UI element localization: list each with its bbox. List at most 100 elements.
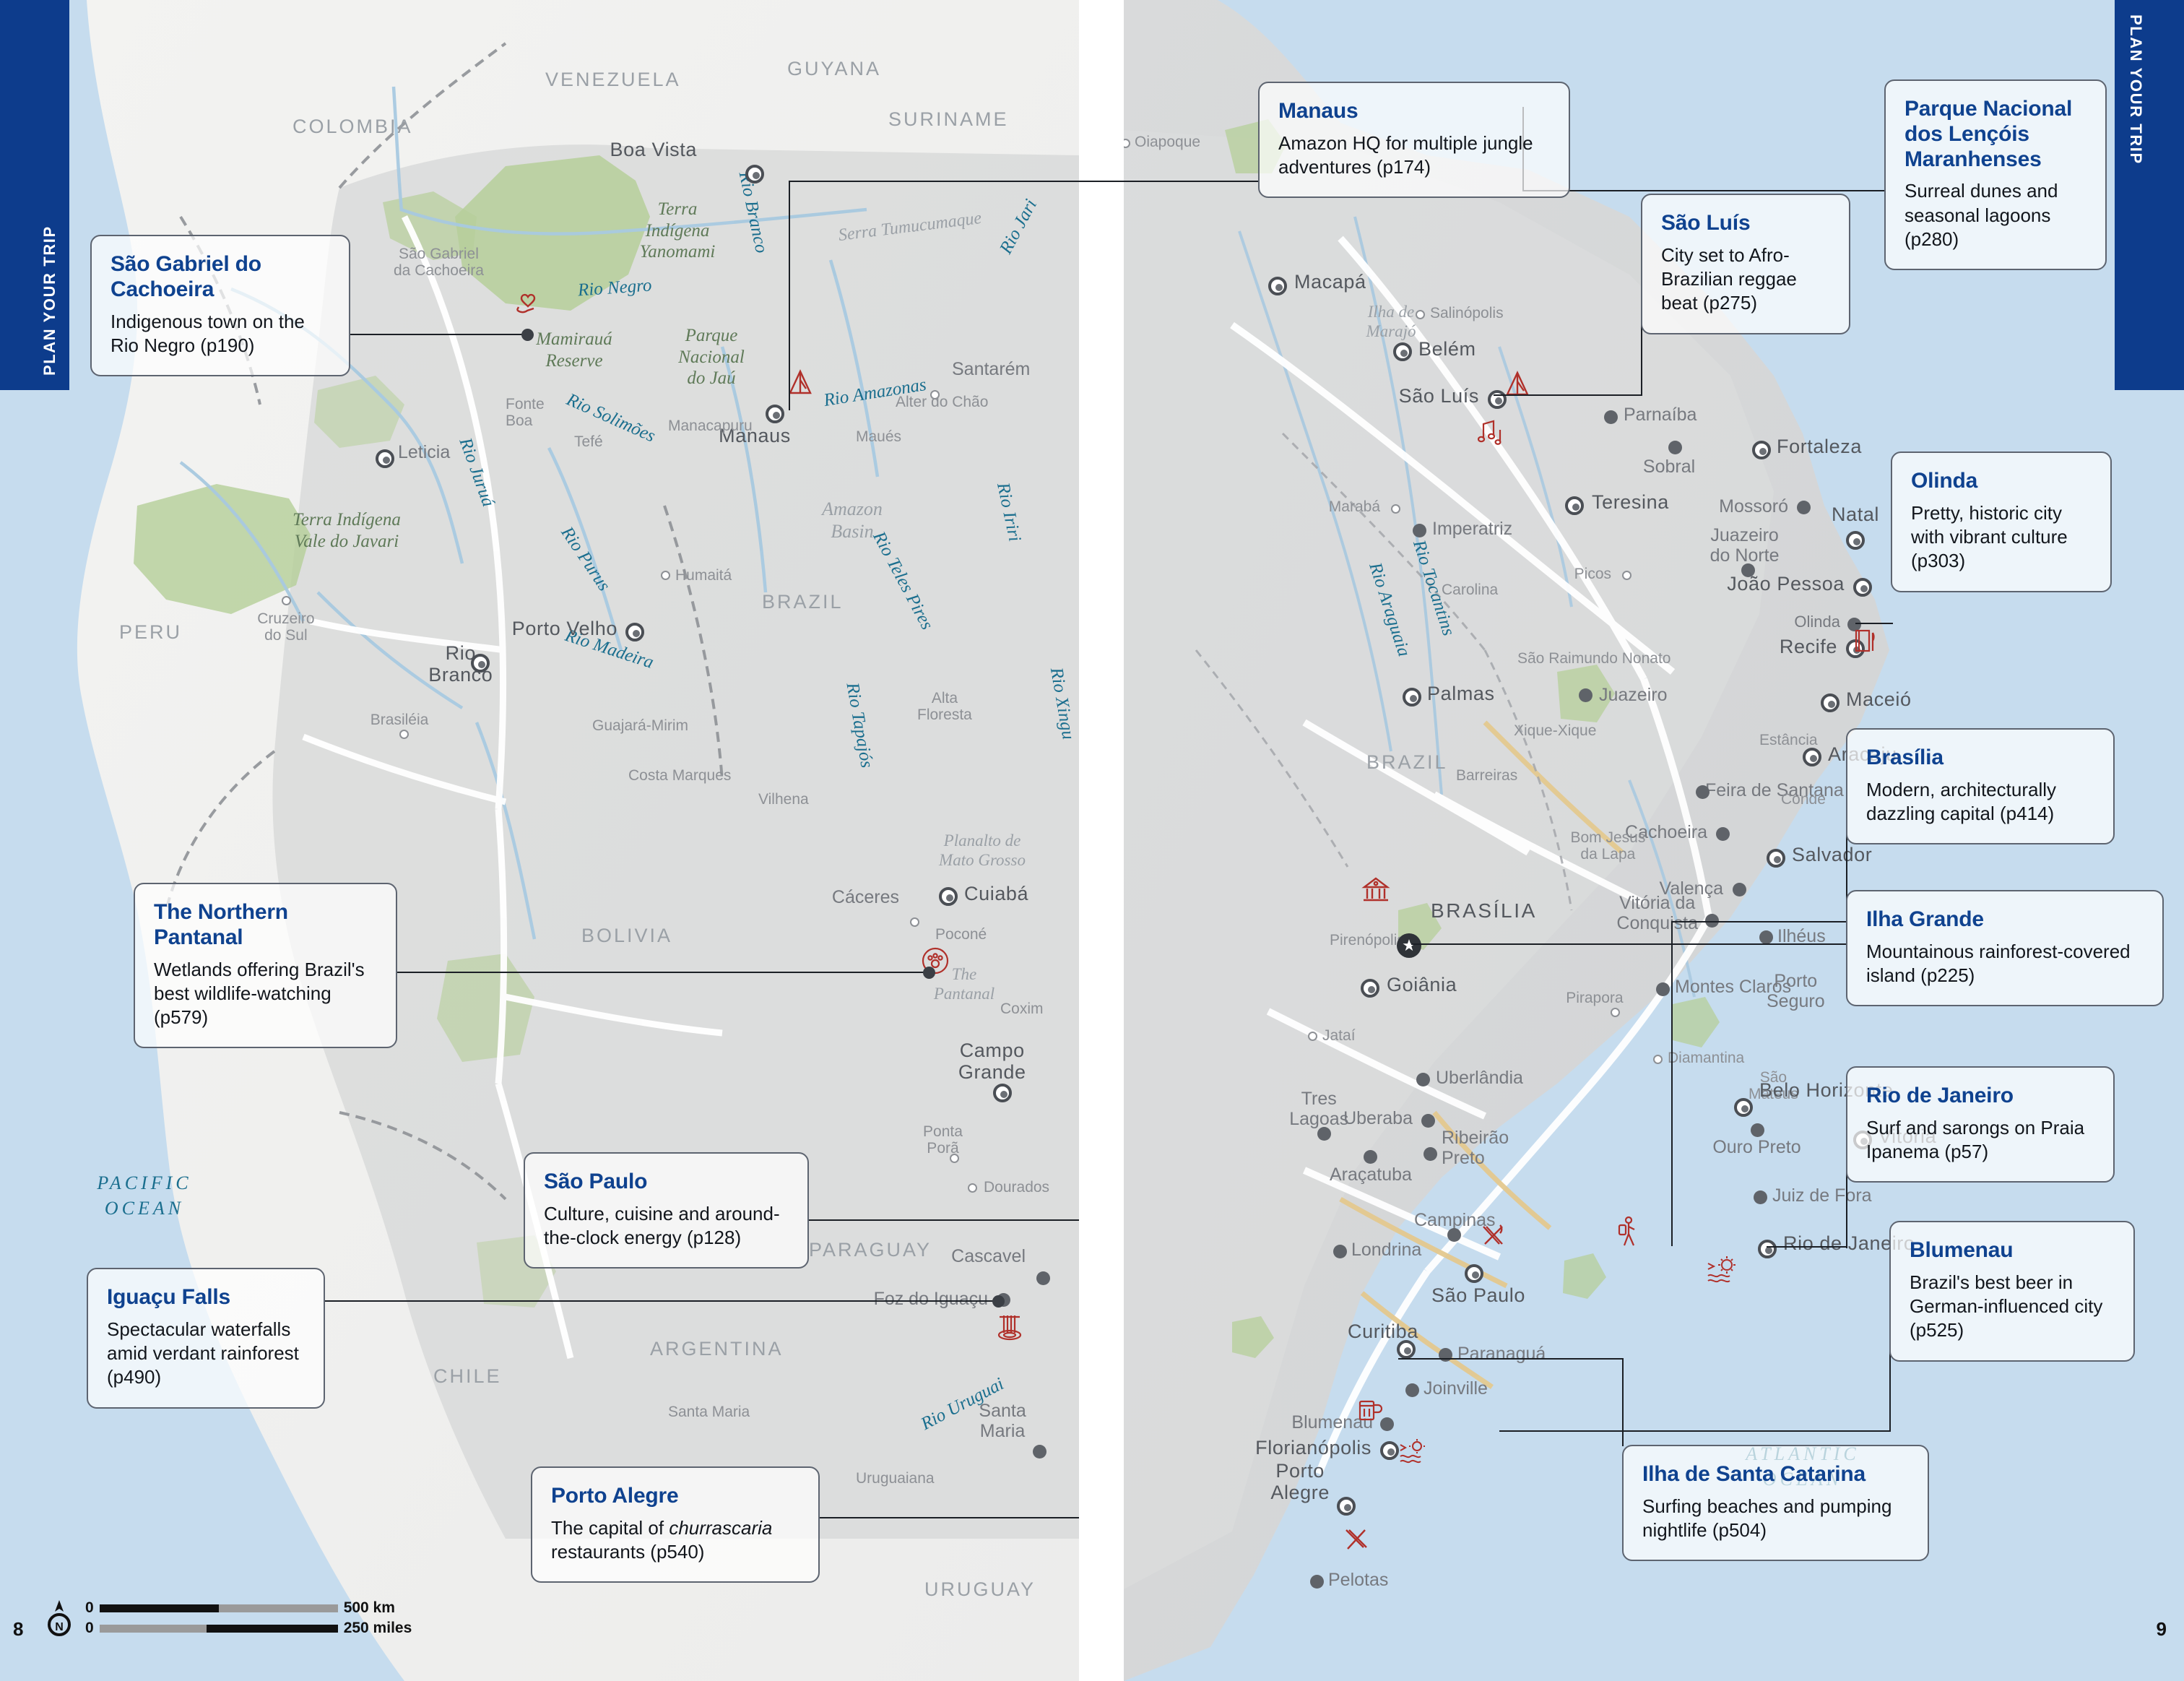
marker-vitoria-da-conquista xyxy=(1705,914,1719,928)
city-label-juiz-de-fora: Juiz de Fora xyxy=(1772,1185,1872,1206)
hiker-icon xyxy=(1615,1215,1639,1248)
leader-line-sao-luis-h xyxy=(1494,394,1642,396)
callout-the-northern-pantanal[interactable]: The Northern Pantanal Wetlands offering … xyxy=(134,883,397,1049)
callout-body: Surf and sarongs on Praia Ipanema (p57) xyxy=(1866,1116,2085,1163)
callout-sao-paulo[interactable]: São Paulo Culture, cuisine and around-th… xyxy=(524,1152,809,1269)
page-gutter xyxy=(1079,0,1124,1681)
city-label-palmas: Palmas xyxy=(1427,683,1495,704)
marker-sao-luis xyxy=(1488,390,1507,409)
beer-mug-icon xyxy=(1356,1394,1382,1423)
callout-iguacu-falls[interactable]: Iguaçu Falls Spectacular waterfalls amid… xyxy=(87,1268,325,1409)
park-label-vale-javari: Terra Indígena Vale do Javari xyxy=(292,510,401,551)
city-label-vitoria-da-conquista: Vitória da Conquista xyxy=(1616,893,1698,933)
callout-body: Surreal dunes and seasonal lagoons (p280… xyxy=(1904,180,2058,250)
country-label-venezuela: VENEZUELA xyxy=(545,69,681,90)
callout-manaus-main[interactable]: Manaus Amazon HQ for multiple jungle adv… xyxy=(1258,82,1570,199)
city-label-macapa: Macapá xyxy=(1294,271,1366,293)
marker-ponta-pora xyxy=(950,1154,959,1163)
callout-ilha-grande[interactable]: Ilha Grande Mountainous rainforest-cover… xyxy=(1846,890,2164,1007)
marker-aracaju xyxy=(1803,748,1821,766)
city-label-dourados: Dourados xyxy=(984,1179,1050,1196)
callout-title: São Luís xyxy=(1661,211,1751,235)
beach-sun-icon xyxy=(1705,1253,1738,1285)
country-label-peru: PERU xyxy=(119,621,183,643)
callout-olinda[interactable]: Olinda Pretty, historic city with vibran… xyxy=(1891,451,2112,592)
city-label-costa-marques: Costa Marques xyxy=(628,767,732,784)
callout-sao-gabriel-do-cachoeira[interactable]: São Gabriel do Cachoeira Indigenous town… xyxy=(90,235,350,377)
scale-row-miles: 0 250 miles xyxy=(85,1620,412,1637)
city-label-guajara-mirim: Guajará-Mirim xyxy=(592,717,689,734)
city-label-picos: Picos xyxy=(1574,566,1611,582)
marker-manaus xyxy=(766,405,784,423)
marker-porto-alegre xyxy=(1337,1497,1356,1516)
country-label-brazil-left: BRAZIL xyxy=(762,591,844,613)
marker-santarem xyxy=(930,390,940,399)
callout-body: Wetlands offering Brazil's best wildlife… xyxy=(154,958,365,1029)
marker-brasileia xyxy=(399,730,409,739)
tent-jungle-icon xyxy=(787,368,813,396)
city-label-sao-paulo: São Paulo xyxy=(1431,1284,1525,1306)
leader-line-manaus xyxy=(789,181,1260,182)
city-label-ponta-pora: Ponta Porã xyxy=(923,1123,963,1157)
country-label-guyana: GUYANA xyxy=(787,58,882,79)
leader-line-santa-catarina-h xyxy=(1398,1358,1624,1360)
tab-label-right: PLAN YOUR TRIP xyxy=(2127,14,2145,165)
city-label-juazeiro: Juazeiro xyxy=(1599,685,1668,705)
landmass-right xyxy=(1124,0,1889,1681)
plan-your-trip-tab-right[interactable]: PLAN YOUR TRIP xyxy=(2115,0,2184,390)
callout-title: Brasília xyxy=(1866,746,1944,769)
callout-rio-de-janeiro[interactable]: Rio de Janeiro Surf and sarongs on Praia… xyxy=(1846,1066,2115,1183)
scale-km-label: 500 km xyxy=(343,1599,395,1616)
marker-juiz-de-fora xyxy=(1754,1190,1767,1204)
leader-line-ilha-grande-v xyxy=(1671,921,1673,1246)
marker-boa-vista xyxy=(745,165,764,183)
city-label-carolina: Carolina xyxy=(1442,582,1499,598)
scale-bar: N 0 500 km 0 250 miles xyxy=(43,1599,412,1638)
city-label-uberaba: Uberaba xyxy=(1343,1108,1413,1128)
callout-blumenau[interactable]: Blumenau Brazil's best beer in German-in… xyxy=(1889,1221,2135,1362)
callout-ilha-de-santa-catarina[interactable]: Ilha de Santa Catarina Surfing beaches a… xyxy=(1622,1445,1929,1562)
city-label-cruzeiro-do-sul: Cruzeiro do Sul xyxy=(257,610,315,644)
city-label-ilheus: Ilhéus xyxy=(1777,926,1826,946)
leader-line-santa-catarina-v xyxy=(1622,1358,1624,1446)
marker-leticia xyxy=(376,449,394,468)
marker-natal xyxy=(1846,531,1865,550)
marker-campinas xyxy=(1447,1228,1461,1242)
indigenous-hand-heart-icon xyxy=(513,285,543,316)
city-label-manaus: Manaus xyxy=(719,425,791,446)
marker-feira-de-santana xyxy=(1696,785,1710,799)
book-culture-icon xyxy=(1853,627,1878,654)
plan-your-trip-tab-left[interactable]: PLAN YOUR TRIP xyxy=(0,0,69,390)
marker-ilheus xyxy=(1759,930,1773,944)
city-label-leticia: Leticia xyxy=(398,442,451,462)
marker-goiania xyxy=(1361,979,1379,998)
leader-line-pantanal xyxy=(397,972,928,973)
marker-sobral xyxy=(1668,441,1682,454)
callout-porto-alegre[interactable]: Porto Alegre The capital of churrascaria… xyxy=(531,1466,820,1583)
city-label-humaita: Humaitá xyxy=(675,567,732,584)
marker-paranagua xyxy=(1439,1348,1452,1362)
callout-title: Parque Nacional dos Lençóis Maranhenses xyxy=(1904,97,2073,171)
callout-title: Ilha Grande xyxy=(1866,907,1984,931)
city-label-sao-mateus: São Mateus xyxy=(1748,1069,1798,1103)
callout-brasilia[interactable]: Brasília Modern, architecturally dazzlin… xyxy=(1846,728,2115,845)
left-page: PACIFIC OCEAN COLOMBIA VENEZUELA GUYANA S… xyxy=(0,0,1079,1681)
leader-line-sao-luis-v xyxy=(1641,288,1642,394)
city-label-boa-vista: Boa Vista xyxy=(610,139,697,160)
city-label-sobral: Sobral xyxy=(1642,457,1696,477)
park-label-yanomami: Terra Indígena Yanomami xyxy=(639,199,716,262)
city-label-cascavel: Cascavel xyxy=(951,1246,1026,1266)
country-label-argentina: ARGENTINA xyxy=(650,1338,784,1360)
marker-pelotas xyxy=(1310,1575,1324,1589)
bbq-meat-icon xyxy=(1340,1524,1371,1555)
city-label-olinda: Olinda xyxy=(1794,613,1840,631)
leader-line-brasilia xyxy=(1411,943,1847,945)
country-label-brazil-right: BRAZIL xyxy=(1366,751,1448,773)
city-label-manacapuru: Manacapuru xyxy=(668,418,753,434)
country-label-paraguay: PARAGUAY xyxy=(809,1239,932,1261)
callout-parque-nacional-lencois[interactable]: Parque Nacional dos Lençóis Maranhenses … xyxy=(1884,79,2107,271)
leader-line-rio-v xyxy=(1846,1156,1847,1248)
callout-sao-luis-main[interactable]: São Luís City set to Afro-Brazilian regg… xyxy=(1641,194,1850,334)
leader-line-porto-alegre xyxy=(820,1517,1079,1518)
